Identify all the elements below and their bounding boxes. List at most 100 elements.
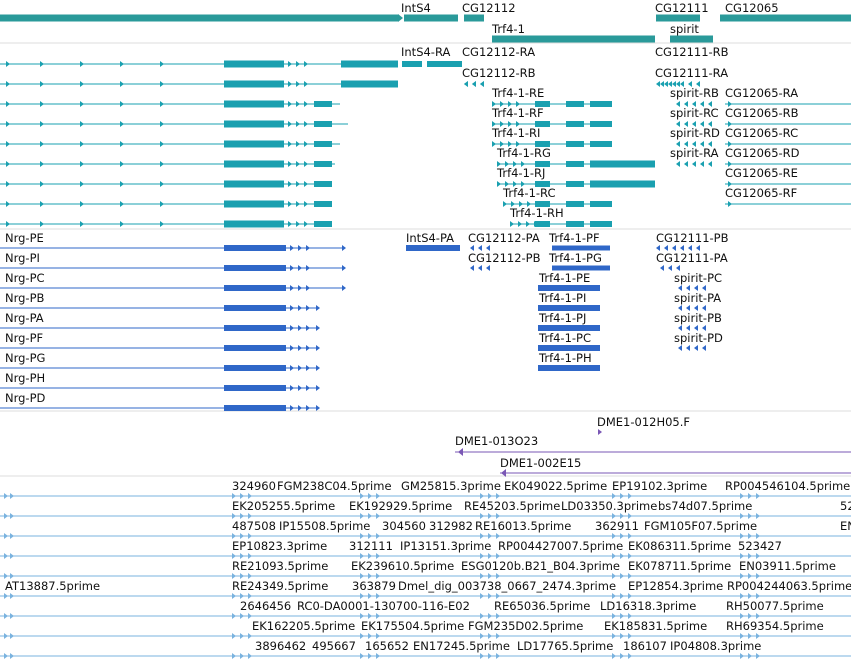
proteins-feature-label[interactable]: spirit-PC	[674, 271, 723, 285]
est-feature-label[interactable]: 363879	[352, 579, 396, 593]
proteins-feature-label[interactable]: CG12111-PA	[656, 251, 728, 265]
proteins-feature-label[interactable]: Nrg-PE	[5, 231, 44, 245]
transcripts-feature-label[interactable]: Trf4-1-RI	[492, 126, 541, 140]
est-feature-label[interactable]: 523427	[738, 539, 782, 553]
transcripts-feature-label[interactable]: spirit-RC	[670, 106, 719, 120]
est-feature-label[interactable]: AT13887.5prime	[5, 579, 101, 593]
est-feature-label[interactable]: RE21093.5prime	[232, 559, 329, 573]
proteins-feature-label[interactable]: IntS4-PA	[406, 231, 455, 245]
transcripts-feature-label[interactable]: Trf4-1-RG	[497, 146, 551, 160]
proteins-feature-label[interactable]: Nrg-PG	[5, 351, 46, 365]
est-feature-label[interactable]: 362911	[595, 519, 639, 533]
est-feature-label[interactable]: 304560	[382, 519, 426, 533]
proteins-feature-label[interactable]: Trf4-1-PG	[549, 251, 602, 265]
genes-feature-label[interactable]: CG12112	[462, 1, 516, 15]
proteins-feature-label[interactable]: Nrg-PB	[5, 291, 45, 305]
proteins-feature-label[interactable]: Trf4-1-PJ	[539, 311, 587, 325]
est-feature-label[interactable]: 487508	[232, 519, 276, 533]
est-feature-label[interactable]: LD03350.3prime	[561, 499, 658, 513]
transcripts-feature-label[interactable]: CG12065-RA	[725, 86, 799, 100]
proteins-feature-label[interactable]: CG12112-PB	[468, 251, 541, 265]
transcripts-feature-label[interactable]: Trf4-1-RJ	[497, 166, 546, 180]
genes-feature-label[interactable]: CG12065	[725, 1, 779, 15]
est-feature-label[interactable]: IP15508.5prime	[279, 519, 371, 533]
est-feature-label[interactable]: GM25815.3prime	[401, 479, 501, 493]
est-feature-label[interactable]: bs74d07.5prime	[658, 499, 753, 513]
est-feature-label[interactable]: EK086311.5prime	[628, 539, 732, 553]
est-feature-label[interactable]: RH50077.5prime	[726, 599, 824, 613]
est-feature-label[interactable]: 52	[840, 499, 851, 513]
est-feature-label[interactable]: Dmel_dig_003738_0667_2474.3prime	[398, 579, 617, 593]
transcripts-feature-label[interactable]: CG12111-RB	[655, 45, 729, 59]
proteins-feature-label[interactable]: Nrg-PH	[5, 371, 46, 385]
proteins-feature-label[interactable]: Nrg-PF	[5, 331, 44, 345]
est-feature-label[interactable]: FGM238C04.5prime	[277, 479, 392, 493]
est-feature-label[interactable]: 3896462	[255, 639, 307, 653]
est-feature-label[interactable]: IP13151.3prime	[400, 539, 492, 553]
transcripts-feature-label[interactable]: CG12065-RD	[725, 146, 800, 160]
transcripts-feature-label[interactable]: CG12112-RA	[462, 45, 536, 59]
est-feature-label[interactable]: EK239610.5prime	[351, 559, 455, 573]
proteins-feature-label[interactable]: Trf4-1-PE	[539, 271, 591, 285]
genes-feature-label[interactable]: spirit	[670, 22, 699, 36]
bac_clones-feature-label[interactable]: DME1-012H05.F	[597, 415, 691, 429]
est-feature-label[interactable]: LD17765.5prime	[517, 639, 614, 653]
est-feature-label[interactable]: EP12854.3prime	[628, 579, 724, 593]
proteins-feature-label[interactable]: Nrg-PI	[5, 251, 40, 265]
est-feature-label[interactable]: EK162205.5prime	[252, 619, 356, 633]
transcripts-feature-label[interactable]: spirit-RD	[670, 126, 720, 140]
proteins-feature-label[interactable]: spirit-PD	[674, 331, 723, 345]
est-feature-label[interactable]: EK049022.5prime	[504, 479, 608, 493]
est-feature-label[interactable]: RE16013.5prime	[475, 519, 572, 533]
proteins-feature-label[interactable]: spirit-PB	[674, 311, 722, 325]
est-feature-label[interactable]: RE65036.5prime	[494, 599, 591, 613]
transcripts-feature-label[interactable]: IntS4-RA	[401, 45, 451, 59]
transcripts-feature-label[interactable]: Trf4-1-RH	[510, 206, 564, 220]
genes-feature-label[interactable]: IntS4	[401, 1, 431, 15]
est-feature-label[interactable]: RP004244063.5prime	[727, 579, 851, 593]
est-feature-label[interactable]: FGM105F07.5prime	[644, 519, 758, 533]
transcripts-feature-label[interactable]: CG12112-RB	[462, 66, 536, 80]
est-feature-label[interactable]: ESG0120b.B21_B04.3prime	[461, 559, 620, 573]
bac_clones-feature-label[interactable]: DME1-013O23	[455, 434, 539, 448]
proteins-feature-label[interactable]: Trf4-1-PH	[539, 351, 592, 365]
transcripts-feature-label[interactable]: CG12065-RE	[725, 166, 798, 180]
genes-feature-label[interactable]: CG12111	[655, 1, 709, 15]
est-feature-label[interactable]: IP04808.3prime	[670, 639, 762, 653]
est-feature-label[interactable]: RE24349.5prime	[232, 579, 329, 593]
proteins-feature-label[interactable]: CG12112-PA	[468, 231, 540, 245]
proteins-feature-label[interactable]: Nrg-PC	[5, 271, 45, 285]
est-feature-label[interactable]: LD16318.3prime	[600, 599, 697, 613]
est-feature-label[interactable]: RP004546104.5prime	[725, 479, 851, 493]
est-feature-label[interactable]: EK175504.5prime	[361, 619, 465, 633]
transcripts-feature-label[interactable]: CG12111-RA	[655, 66, 729, 80]
est-feature-label[interactable]: EN17245.5prime	[413, 639, 510, 653]
proteins-feature-label[interactable]: spirit-PA	[674, 291, 722, 305]
est-feature-label[interactable]: EK192929.5prime	[349, 499, 453, 513]
est-feature-label[interactable]: RP004427007.5prime	[498, 539, 624, 553]
est-feature-label[interactable]: FGM235D02.5prime	[468, 619, 584, 633]
est-feature-label[interactable]: 165652	[365, 639, 409, 653]
est-feature-label[interactable]: 312982	[429, 519, 473, 533]
est-feature-label[interactable]: EN03911.5prime	[739, 559, 836, 573]
est-feature-label[interactable]: 324960	[232, 479, 276, 493]
est-feature-label[interactable]: 495667	[312, 639, 356, 653]
est-feature-label[interactable]: RE45203.5prime	[464, 499, 561, 513]
transcripts-feature-label[interactable]: CG12065-RC	[725, 126, 799, 140]
transcripts-feature-label[interactable]: Trf4-1-RF	[492, 106, 544, 120]
est-feature-label[interactable]: 312111	[349, 539, 393, 553]
proteins-feature-label[interactable]: Trf4-1-PI	[539, 291, 587, 305]
proteins-feature-label[interactable]: CG12111-PB	[656, 231, 729, 245]
est-feature-label[interactable]: EP19102.3prime	[612, 479, 708, 493]
proteins-feature-label[interactable]: Trf4-1-PC	[539, 331, 592, 345]
proteins-feature-label[interactable]: Nrg-PD	[5, 391, 46, 405]
transcripts-feature-label[interactable]: Trf4-1-RC	[503, 186, 556, 200]
est-feature-label[interactable]: EK185831.5prime	[604, 619, 708, 633]
transcripts-feature-label[interactable]: Trf4-1-RE	[492, 86, 545, 100]
bac_clones-feature-label[interactable]: DME1-002E15	[500, 456, 582, 470]
est-feature-label[interactable]: EK078711.5prime	[628, 559, 732, 573]
proteins-feature-label[interactable]: Nrg-PA	[5, 311, 44, 325]
est-feature-label[interactable]: 186107	[623, 639, 667, 653]
transcripts-feature-label[interactable]: spirit-RA	[670, 146, 719, 160]
transcripts-feature-label[interactable]: CG12065-RF	[725, 186, 798, 200]
